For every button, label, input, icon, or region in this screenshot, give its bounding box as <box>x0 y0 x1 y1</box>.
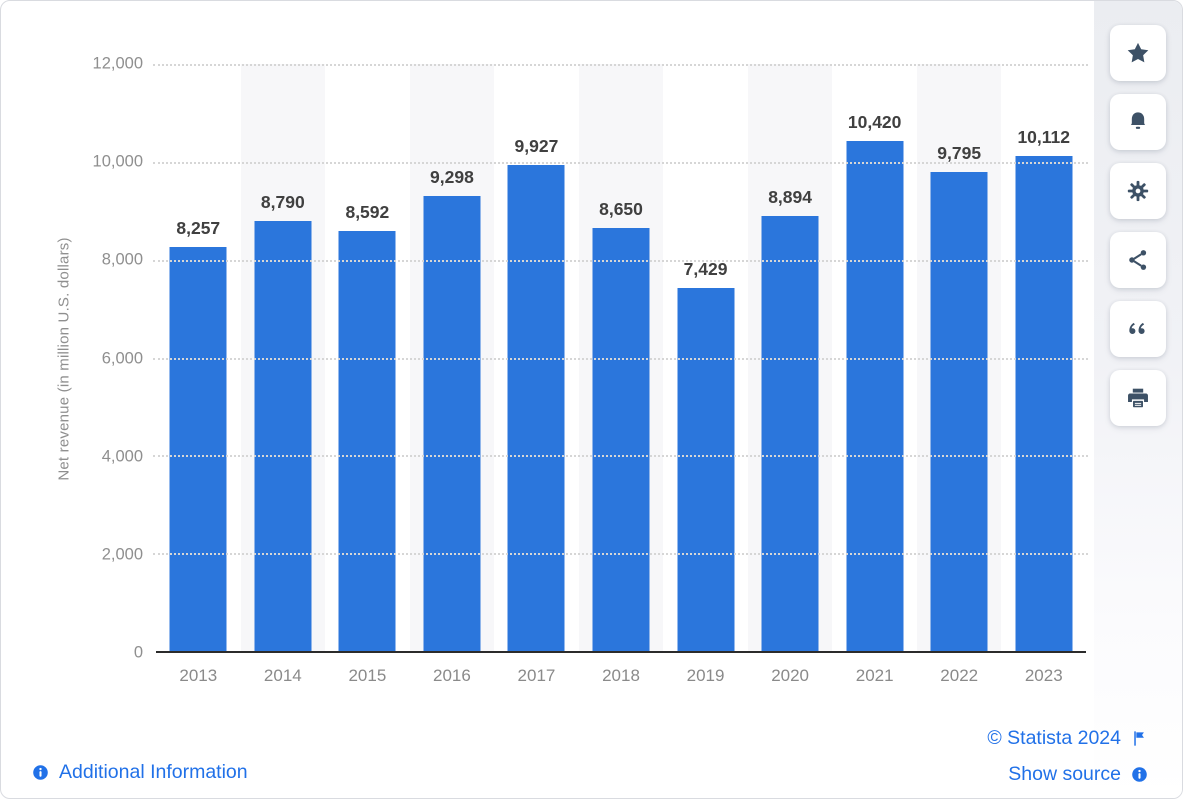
x-axis-labels: 2013 2014 2015 2016 2017 2018 2019 2020 2021 2022… <box>156 666 1086 686</box>
print-button[interactable] <box>1110 370 1166 426</box>
gear-icon <box>1127 180 1149 202</box>
favorite-button[interactable] <box>1110 25 1166 81</box>
gridline <box>153 259 1088 262</box>
chart-column-2021: 10,420 <box>832 64 917 651</box>
x-tick-label: 2014 <box>263 666 302 685</box>
bar-2019[interactable] <box>677 287 735 651</box>
x-tick-label: 2020 <box>771 666 810 685</box>
y-tick-label: 2,000 <box>101 545 143 564</box>
bar-value-label: 10,420 <box>847 112 902 133</box>
bar-2020[interactable] <box>761 215 819 651</box>
quote-icon <box>1129 322 1145 334</box>
gridline <box>153 161 1088 164</box>
bar-value-label: 9,298 <box>430 167 474 188</box>
bar-2021[interactable] <box>846 141 904 651</box>
bar-value-label: 8,650 <box>599 198 643 219</box>
share-button[interactable] <box>1110 232 1166 288</box>
bar-2018[interactable] <box>592 227 650 651</box>
bar-2016[interactable] <box>423 196 481 651</box>
bar-2013[interactable] <box>169 247 227 651</box>
gridline <box>153 455 1088 458</box>
bar-value-label: 8,592 <box>345 201 390 222</box>
y-tick-label: 8,000 <box>101 250 143 269</box>
additional-information-link[interactable]: Additional Information <box>31 761 248 784</box>
bar-value-label: 7,429 <box>683 258 728 279</box>
x-tick-label: 2018 <box>602 666 640 685</box>
bell-icon <box>1130 112 1146 129</box>
star-icon <box>1127 42 1149 63</box>
x-tick-label: 2015 <box>348 666 387 685</box>
chart-column-2013: 8,257 <box>156 64 241 651</box>
bar-value-label: 10,112 <box>1017 127 1071 148</box>
additional-information-label: Additional Information <box>59 761 248 783</box>
bar-2022[interactable] <box>930 171 988 651</box>
bar-value-label: 8,894 <box>768 186 812 207</box>
chart-column-2017: 9,927 <box>494 64 579 651</box>
bar-2015[interactable] <box>338 230 396 651</box>
bar-2017[interactable] <box>507 165 565 651</box>
chart-column-2023: 10,112 <box>1001 64 1086 651</box>
bar-2014[interactable] <box>254 221 312 651</box>
gridline <box>153 64 1088 66</box>
x-tick-label: 2017 <box>517 666 556 685</box>
y-tick-label: 10,000 <box>92 152 143 171</box>
x-tick-label: 2023 <box>1024 666 1063 685</box>
notification-button[interactable] <box>1110 94 1166 150</box>
gridline <box>153 553 1088 556</box>
info-icon <box>33 765 48 780</box>
plot-area: 8,257 8,790 8,592 9,298 9,927 8,650 7,429 8,894… <box>153 64 1088 653</box>
x-tick-label: 2022 <box>940 666 979 685</box>
show-source-label: Show source <box>1008 763 1121 785</box>
share-icon <box>1129 250 1147 270</box>
info-icon <box>1132 767 1147 782</box>
y-tick-label: 12,000 <box>92 54 143 73</box>
gridline <box>153 357 1088 360</box>
y-tick-label: 6,000 <box>101 349 143 367</box>
chart-column-2019: 7,429 <box>663 64 748 651</box>
bar-value-label: 8,257 <box>176 218 221 239</box>
copyright-label: © Statista 2024 <box>987 727 1121 749</box>
x-tick-label: 2021 <box>855 666 894 685</box>
bar-value-label: 9,927 <box>514 136 559 157</box>
show-source-link[interactable]: Show source <box>1008 763 1149 786</box>
bar-2023[interactable] <box>1015 156 1073 651</box>
flag-icon <box>1134 731 1144 746</box>
printer-icon <box>1128 388 1148 408</box>
y-axis-ticks: 0 2,000 4,000 6,000 8,000 10,000 12,000 <box>1 55 143 662</box>
y-tick-label: 4,000 <box>101 447 143 466</box>
x-tick-label: 2013 <box>179 666 218 685</box>
toolbar <box>1094 1 1182 798</box>
bar-value-label: 9,795 <box>937 142 982 163</box>
chart-column-2015: 8,592 <box>325 64 410 651</box>
cite-button[interactable] <box>1110 301 1166 357</box>
settings-button[interactable] <box>1110 163 1166 219</box>
x-tick-label: 2016 <box>433 666 471 685</box>
x-tick-label: 2019 <box>686 666 725 685</box>
y-tick-label: 0 <box>133 643 143 662</box>
statista-copyright-link[interactable]: © Statista 2024 <box>987 727 1149 750</box>
bar-value-label: 8,790 <box>260 192 305 213</box>
